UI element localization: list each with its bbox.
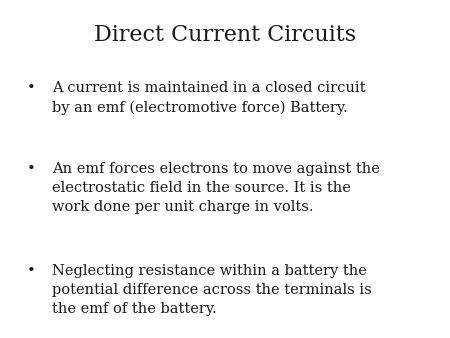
Text: •: • bbox=[27, 162, 36, 176]
Text: Neglecting resistance within a battery the
potential difference across the termi: Neglecting resistance within a battery t… bbox=[52, 264, 372, 316]
Text: Direct Current Circuits: Direct Current Circuits bbox=[94, 24, 356, 46]
Text: •: • bbox=[27, 81, 36, 95]
Text: An emf forces electrons to move against the
electrostatic field in the source. I: An emf forces electrons to move against … bbox=[52, 162, 380, 214]
Text: •: • bbox=[27, 264, 36, 277]
Text: A current is maintained in a closed circuit
by an emf (electromotive force) Batt: A current is maintained in a closed circ… bbox=[52, 81, 365, 115]
